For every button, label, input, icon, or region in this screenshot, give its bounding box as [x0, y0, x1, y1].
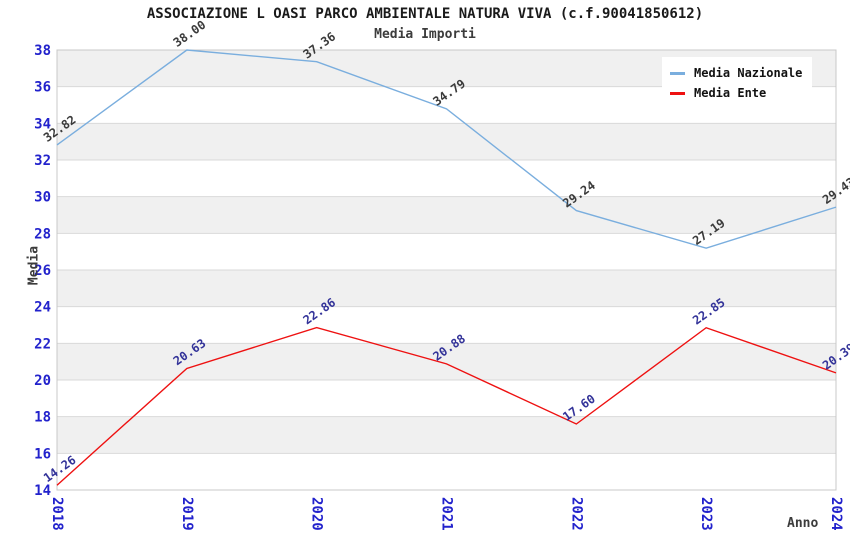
- y-tick-label: 38: [34, 43, 51, 59]
- chart-subtitle: Media Importi: [374, 27, 476, 42]
- y-tick-label: 30: [34, 190, 51, 206]
- x-tick-label: 2020: [309, 497, 325, 531]
- y-tick-label: 20: [34, 373, 51, 389]
- y-tick-label: 14: [34, 483, 51, 499]
- x-tick-label: 2024: [828, 497, 844, 531]
- data-point-label: 38.00: [171, 18, 209, 50]
- chart-legend: Media Nazionale Media Ente: [662, 57, 812, 109]
- y-tick-label: 22: [34, 336, 51, 352]
- y-tick-label: 24: [34, 300, 51, 316]
- legend-swatch-ente-icon: [670, 91, 685, 95]
- legend-item-nazionale: Media Nazionale: [670, 63, 804, 83]
- y-axis-title: Media: [26, 245, 42, 286]
- y-tick-label: 26: [34, 263, 51, 279]
- y-tick-label: 34: [34, 116, 51, 132]
- y-tick-label: 36: [34, 80, 51, 96]
- legend-swatch-nazionale-icon: [670, 71, 685, 75]
- x-axis-title: Anno: [787, 516, 819, 531]
- legend-label-ente: Media Ente: [694, 86, 767, 100]
- chart-title: ASSOCIAZIONE L OASI PARCO AMBIENTALE NAT…: [146, 6, 704, 22]
- legend-item-ente: Media Ente: [670, 83, 804, 103]
- x-tick-label: 2022: [568, 497, 584, 531]
- y-tick-label: 16: [34, 446, 51, 462]
- x-tick-label: 2021: [439, 497, 455, 531]
- legend-label-nazionale: Media Nazionale: [694, 66, 803, 80]
- x-tick-label: 2018: [49, 497, 65, 531]
- x-tick-label: 2023: [698, 497, 714, 531]
- y-tick-label: 28: [34, 226, 51, 242]
- y-tick-label: 18: [34, 410, 51, 426]
- x-tick-label: 2019: [179, 497, 195, 531]
- y-tick-label: 32: [34, 153, 51, 169]
